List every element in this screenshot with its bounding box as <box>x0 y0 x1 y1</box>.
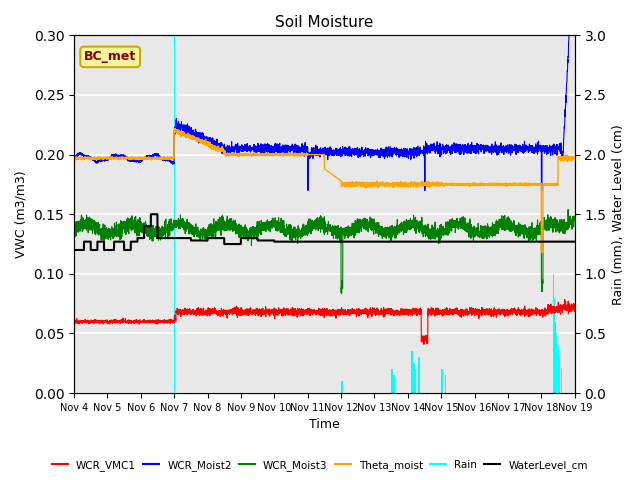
Title: Soil Moisture: Soil Moisture <box>275 15 374 30</box>
Text: BC_met: BC_met <box>84 50 136 63</box>
Legend: WCR_VMC1, WCR_Moist2, WCR_Moist3, Theta_moist, Rain, WaterLevel_cm: WCR_VMC1, WCR_Moist2, WCR_Moist3, Theta_… <box>48 456 592 475</box>
Y-axis label: Rain (mm), Water Level (cm): Rain (mm), Water Level (cm) <box>612 124 625 305</box>
X-axis label: Time: Time <box>309 419 340 432</box>
Y-axis label: VWC (m3/m3): VWC (m3/m3) <box>15 170 28 258</box>
